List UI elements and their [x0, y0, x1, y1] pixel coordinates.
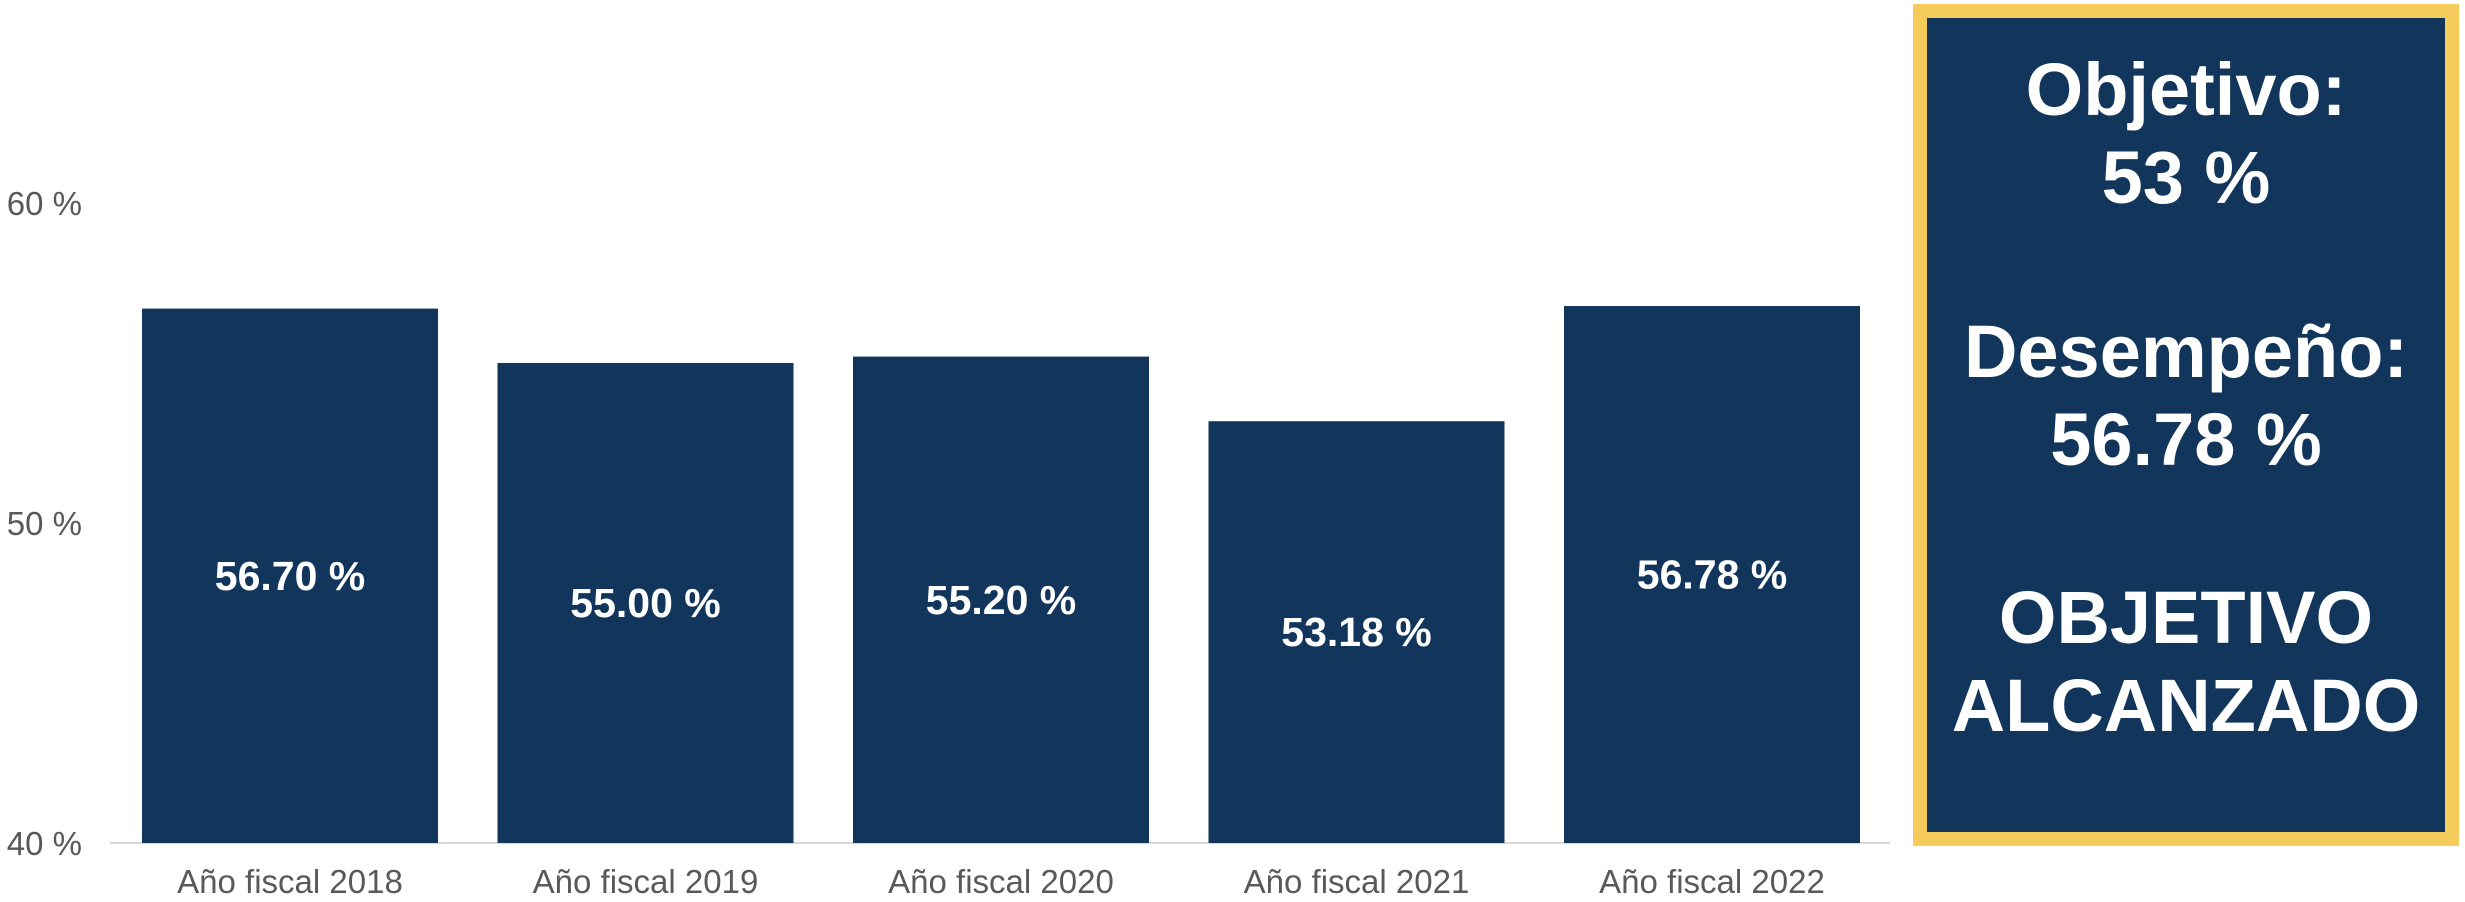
bar-value-label: 56.78 %	[1637, 552, 1787, 598]
status-line-1: OBJETIVO	[1998, 576, 2374, 659]
goal-label: Objetivo:	[2025, 48, 2347, 131]
bar-value-label: 55.20 %	[926, 577, 1076, 623]
x-category-label: Año fiscal 2018	[177, 863, 403, 900]
bar	[1208, 421, 1505, 843]
x-category-label: Año fiscal 2019	[533, 863, 759, 900]
y-tick-label: 50 %	[7, 505, 82, 542]
goal-value: 53 %	[2101, 136, 2271, 219]
bar	[142, 308, 438, 844]
bar-chart: 40 % 50 % 60 % 56.70 % 55.00 % 55.20 % 53.18 …	[7, 185, 1890, 900]
y-axis-ticks: 40 % 50 % 60 %	[7, 185, 82, 862]
bar	[1564, 306, 1860, 843]
bar	[853, 356, 1149, 843]
category-labels: Año fiscal 2018 Año fiscal 2019 Año fiscal…	[177, 863, 1825, 900]
bar	[497, 363, 794, 843]
bar-value-label: 56.70 %	[215, 553, 365, 599]
y-tick-label: 40 %	[7, 825, 82, 862]
status-line-2: ALCANZADO	[1951, 664, 2421, 747]
data-labels: 56.70 % 55.00 % 55.20 % 53.18 % 56.78 %	[215, 552, 1787, 656]
x-category-label: Año fiscal 2021	[1244, 863, 1470, 900]
goal-callout-panel: Objetivo: 53 % Desempeño: 56.78 % OBJETI…	[1913, 4, 2459, 846]
x-category-label: Año fiscal 2020	[888, 863, 1114, 900]
performance-label: Desempeño:	[1963, 310, 2409, 393]
y-tick-label: 60 %	[7, 185, 82, 222]
performance-value: 56.78 %	[2050, 398, 2322, 481]
x-category-label: Año fiscal 2022	[1599, 863, 1825, 900]
bars	[142, 306, 1860, 844]
bar-value-label: 53.18 %	[1281, 609, 1431, 655]
bar-value-label: 55.00 %	[570, 580, 720, 626]
